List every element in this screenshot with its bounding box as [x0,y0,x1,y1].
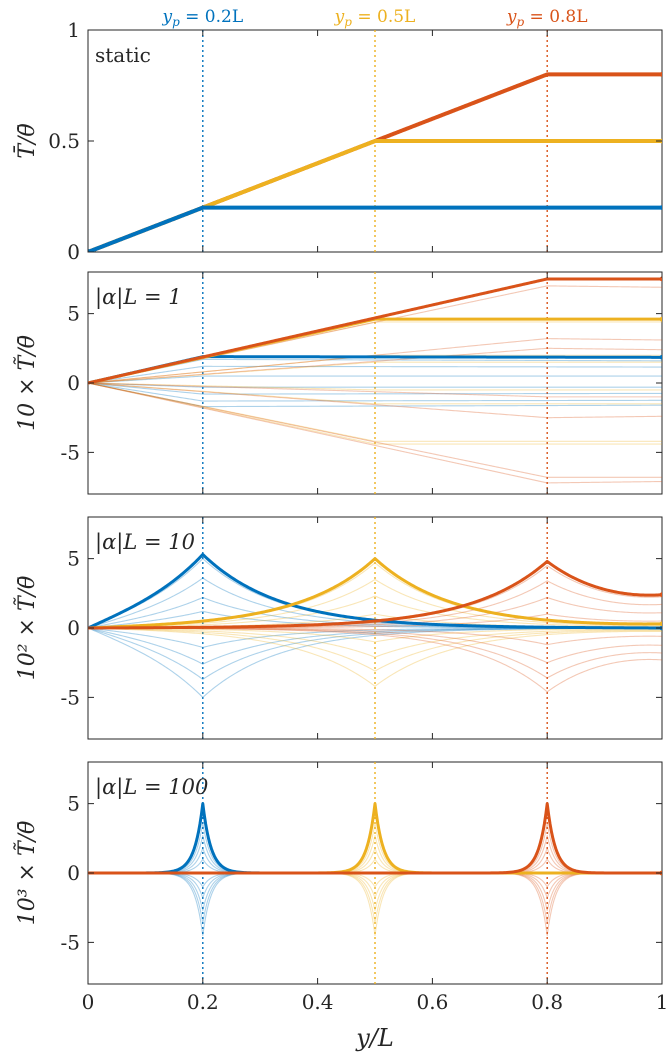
x-tick-label: 0.4 [302,990,334,1014]
x-axis-label: y/L [355,1024,394,1052]
y-tick-label: 5 [67,792,80,816]
probe-labels: yp = 0.2L yp = 0.5L yp = 0.8L [161,7,587,29]
series-2-faint-3 [88,382,662,398]
series-0-faint-3 [88,382,662,388]
y-tick-label: -5 [61,685,80,709]
series-0-faint-0 [88,358,662,384]
x-axis: 0 0.2 0.4 0.6 0.8 1 y/L [82,990,669,1052]
y-tick-label: -5 [61,930,80,954]
x-tick-label: 0.6 [416,990,448,1014]
series-1-faint-1 [88,354,662,384]
series-2-line [88,559,662,630]
series-1-faint-1 [88,578,662,629]
series-1-end-marker [659,316,662,322]
panel-annotation: |α|L = 1 [95,285,182,310]
series-2-end-marker [659,72,662,77]
series-1-faint-2 [88,361,662,384]
series-2-line [88,802,662,875]
panel-alphaL1: -5 0 5 |α|L = 1 10 × T̃/θ̄ [14,271,663,495]
series-1-faint-4 [88,382,662,405]
y-tick-label: 1 [67,18,80,42]
panel-alphaL10: -5 0 5 |α|L = 10 10² × T̃/θ̄ [14,516,663,740]
y-tick-label: 0 [67,240,80,264]
x-tick-label: 0.8 [531,990,563,1014]
series-0-faint-6 [88,382,662,408]
series-0-faint-2 [88,375,662,384]
panel-static: 0 0.5 1 static T̄/θ̄ [13,18,663,264]
series-2-faint-2 [88,347,662,384]
series-2-faint-6 [88,382,662,484]
series-2-end-marker [659,592,662,598]
panel-annotation: |α|L = 10 [95,530,195,555]
series-1-faint-7 [88,627,662,687]
probe-label-0: yp = 0.2L [161,7,243,29]
y-tick-label: 0 [67,371,80,395]
series-2-faint-5 [88,382,662,478]
series-2-end-marker [659,276,662,282]
series-2-faint-1 [88,338,662,384]
series-2-line [88,277,662,385]
y-tick-label: 0 [67,616,80,640]
series-0-faint-5 [88,382,662,402]
y-tick-label: 5 [67,302,80,326]
series-1-faint-6 [88,382,662,445]
x-tick-label: 1 [656,990,669,1014]
series-1-faint-3 [88,382,662,391]
y-tick-label: 5 [67,547,80,571]
probe-label-1: yp = 0.5L [334,7,416,29]
series-0-faint-1 [88,365,662,384]
origin-marker [88,249,91,252]
x-tick-label: 0.2 [187,990,219,1014]
panel-annotation: |α|L = 100 [95,775,208,800]
y-tick-label: 0.5 [48,129,80,153]
plot-area [88,30,662,252]
y-axis-label: 10 × T̃/θ̄ [14,335,40,431]
probe-label-2: yp = 0.8L [506,7,588,29]
series-1-faint-2 [88,595,662,629]
series-1-faint-4 [88,627,662,643]
series-1-line [88,557,662,630]
panel-alphaL100: -5 0 5 |α|L = 100 10³ × T̃/θ̄ [14,761,663,985]
series-2-faint-4 [88,382,662,419]
series-1-faint-5 [88,627,662,658]
y-axis-label: 10³ × T̃/θ̄ [14,821,40,926]
x-tick-label: 0 [82,990,95,1014]
plot-area [88,272,662,494]
series-0-line [88,205,662,252]
series-0-end-marker [659,354,662,360]
series-0-faint-4 [88,382,662,395]
y-tick-label: 0 [67,861,80,885]
plot-area [88,517,662,739]
plot-area [88,762,662,984]
series-1-faint-5 [88,382,662,442]
series-1-faint-6 [88,627,662,672]
y-axis-label: T̄/θ̄ [13,123,40,158]
panel-annotation: static [95,43,151,67]
y-tick-label: -5 [61,440,80,464]
series-1-end-marker [659,621,662,627]
y-axis-label: 10² × T̃/θ̄ [14,576,40,681]
series-0-end-marker [659,205,662,210]
